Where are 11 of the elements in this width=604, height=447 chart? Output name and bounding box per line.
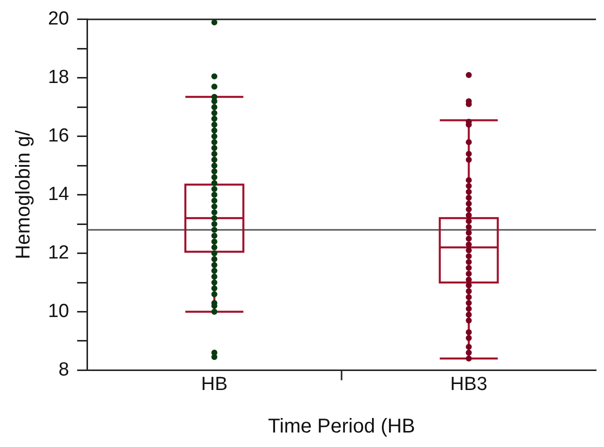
y-tick-label: 12 [48, 242, 70, 264]
x-tick-label: HB [201, 374, 228, 395]
y-tick-label: 10 [48, 300, 70, 322]
x-axis-title: Time Period (HB [268, 416, 416, 438]
y-tick-label: 20 [48, 8, 70, 30]
y-axis-title: Hemoglobin g/ [12, 130, 35, 260]
x-tick-label: HB3 [450, 374, 488, 395]
y-tick-label: 14 [48, 184, 70, 206]
y-tick-label: 8 [58, 359, 70, 380]
y-tick-label: 16 [48, 126, 70, 147]
y-tick-label: 18 [48, 67, 70, 88]
